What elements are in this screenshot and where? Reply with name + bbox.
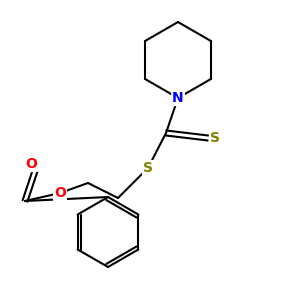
Text: S: S xyxy=(143,161,153,175)
Text: O: O xyxy=(54,186,66,200)
Text: S: S xyxy=(210,131,220,145)
Text: N: N xyxy=(172,91,184,105)
Text: O: O xyxy=(25,157,37,171)
